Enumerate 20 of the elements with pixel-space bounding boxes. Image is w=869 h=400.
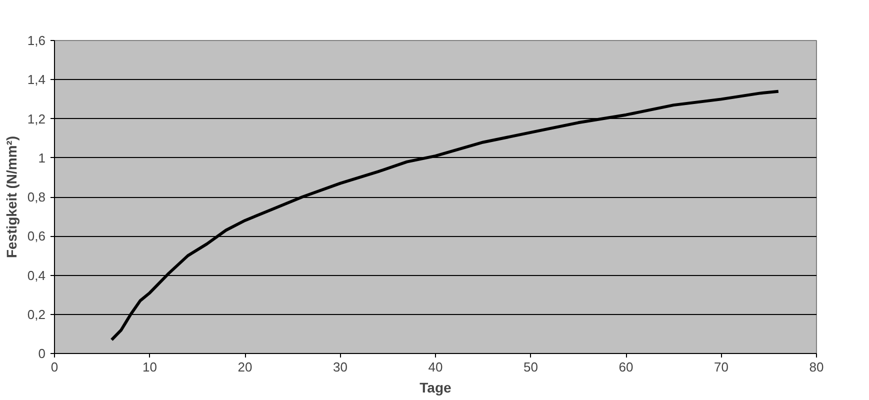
x-tick-label: 50 [524,360,538,374]
y-tick-label: 0,4 [27,268,46,283]
y-tick-label: 1,4 [27,72,46,88]
x-axis-title: Tage [420,380,452,396]
x-tick-label: 70 [714,360,728,374]
x-tick-label: 60 [618,360,634,374]
y-tick-label: 1,6 [27,33,46,48]
x-tick-label: 30 [333,360,348,374]
x-tick-label: 0 [50,360,58,374]
x-tick-label: 10 [142,360,157,374]
y-tick-label: 0,2 [27,306,46,322]
y-axis-title: Festigkeit (N/mm²) [3,136,20,258]
y-tick-label: 1,2 [27,111,46,126]
y-tick-label: 0 [38,346,46,361]
x-tick-label: 40 [428,360,443,374]
x-tick-label: 80 [809,360,824,374]
x-tick-label: 20 [238,360,252,374]
y-tick-label: 0,8 [27,190,46,204]
y-tick-label: 1 [38,150,46,166]
y-tick-label: 0,6 [27,228,46,244]
